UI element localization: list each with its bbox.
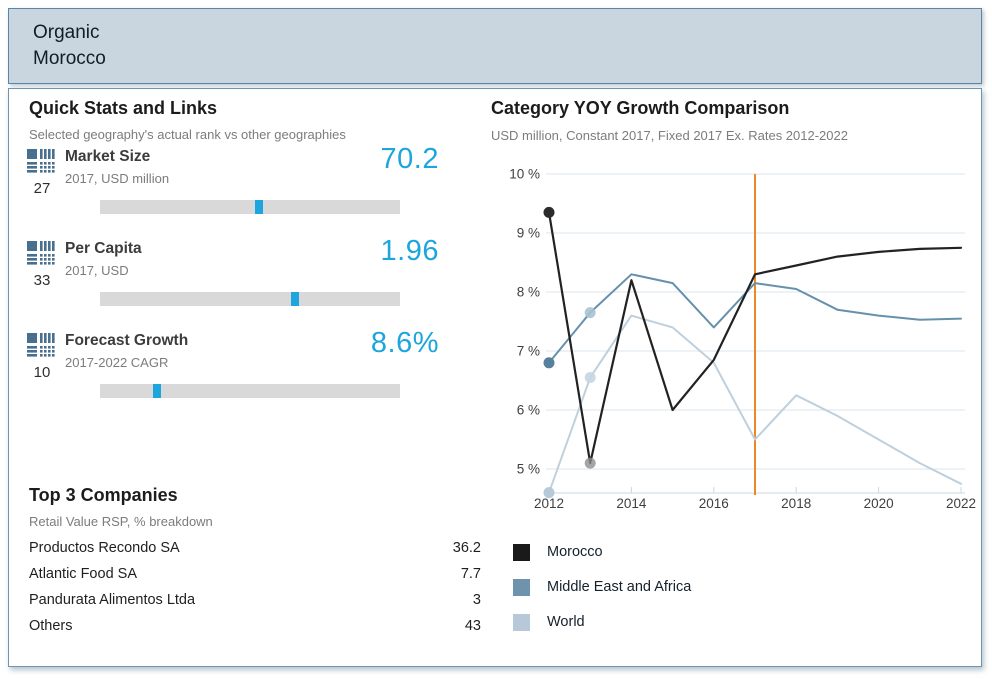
- rank-marker: [255, 200, 263, 214]
- table-row: Pandurata Alimentos Ltda 3: [29, 589, 481, 615]
- svg-text:2022: 2022: [946, 496, 976, 511]
- chart-legend: Morocco Middle East and Africa World: [513, 544, 773, 649]
- stat-value: 1.96: [380, 235, 439, 267]
- dashboard-panel: Quick Stats and Links Selected geography…: [8, 88, 982, 667]
- svg-text:8 %: 8 %: [517, 285, 540, 300]
- svg-text:6 %: 6 %: [517, 403, 540, 418]
- stat-rank: 33: [33, 272, 51, 289]
- quick-stats-subtitle: Selected geography's actual rank vs othe…: [29, 127, 346, 142]
- table-row: Others 43: [29, 615, 481, 641]
- svg-text:9 %: 9 %: [517, 226, 540, 241]
- grid-table-icon: [27, 333, 55, 357]
- legend-label: World: [547, 614, 585, 630]
- stat-row-market-size[interactable]: 27 Market Size 2017, USD million 70.2: [27, 143, 441, 233]
- company-share: 3: [472, 592, 481, 608]
- legend-item-world[interactable]: World: [513, 614, 773, 649]
- svg-text:2012: 2012: [534, 496, 564, 511]
- legend-swatch-world: [513, 614, 530, 631]
- svg-text:7 %: 7 %: [517, 344, 540, 359]
- svg-text:2016: 2016: [699, 496, 729, 511]
- legend-label: Morocco: [547, 544, 603, 560]
- rank-bar: [100, 292, 400, 306]
- rank-marker: [153, 384, 161, 398]
- rank-bar: [100, 384, 400, 398]
- stat-sublabel: 2017, USD million: [65, 171, 170, 186]
- stat-sublabel: 2017, USD: [65, 263, 129, 278]
- grid-table-icon: [27, 149, 55, 173]
- stat-title: Per Capita: [65, 240, 142, 257]
- top-companies-subtitle: Retail Value RSP, % breakdown: [29, 514, 213, 529]
- companies-table: Productos Recondo SA 36.2 Atlantic Food …: [29, 537, 481, 641]
- yoy-growth-chart: 10 % 9 % 8 % 7 % 6 % 5 % 2012 2014 2016 2018 2020 2…: [509, 167, 976, 512]
- svg-text:2020: 2020: [864, 496, 894, 511]
- stat-rank: 27: [33, 180, 51, 197]
- company-name: Productos Recondo SA: [29, 540, 180, 556]
- stat-value: 70.2: [380, 143, 439, 175]
- stat-row-forecast-growth[interactable]: 10 Forecast Growth 2017-2022 CAGR 8.6%: [27, 327, 441, 417]
- header-banner: Organic Morocco: [8, 8, 982, 84]
- svg-text:10 %: 10 %: [509, 167, 540, 182]
- top-companies-heading: Top 3 Companies: [29, 485, 178, 505]
- company-share: 7.7: [460, 566, 481, 582]
- stat-sublabel: 2017-2022 CAGR: [65, 355, 169, 370]
- company-name: Atlantic Food SA: [29, 566, 137, 582]
- legend-swatch-mea: [513, 579, 530, 596]
- legend-item-morocco[interactable]: Morocco: [513, 544, 773, 579]
- legend-item-mea[interactable]: Middle East and Africa: [513, 579, 773, 614]
- stat-row-per-capita[interactable]: 33 Per Capita 2017, USD 1.96: [27, 235, 441, 325]
- table-row: Atlantic Food SA 7.7: [29, 563, 481, 589]
- grid-table-icon: [27, 241, 55, 265]
- stat-rank: 10: [33, 364, 51, 381]
- stat-title: Market Size: [65, 148, 151, 165]
- chart-heading: Category YOY Growth Comparison: [491, 98, 790, 118]
- svg-text:2018: 2018: [781, 496, 811, 511]
- company-name: Others: [29, 618, 73, 634]
- legend-label: Middle East and Africa: [547, 579, 692, 595]
- company-share: 36.2: [452, 540, 481, 556]
- svg-text:2014: 2014: [616, 496, 647, 511]
- legend-swatch-morocco: [513, 544, 530, 561]
- rank-marker: [291, 292, 299, 306]
- svg-text:5 %: 5 %: [517, 462, 540, 477]
- chart-subtitle: USD million, Constant 2017, Fixed 2017 E…: [491, 128, 848, 143]
- table-row: Productos Recondo SA 36.2: [29, 537, 481, 563]
- stat-value: 8.6%: [370, 327, 439, 359]
- rank-bar: [100, 200, 400, 214]
- company-share: 43: [464, 618, 481, 634]
- geography-title: Morocco: [33, 48, 106, 69]
- company-name: Pandurata Alimentos Ltda: [29, 592, 196, 608]
- category-title: Organic: [33, 22, 100, 43]
- stat-title: Forecast Growth: [65, 332, 189, 349]
- quick-stats-heading: Quick Stats and Links: [29, 98, 218, 118]
